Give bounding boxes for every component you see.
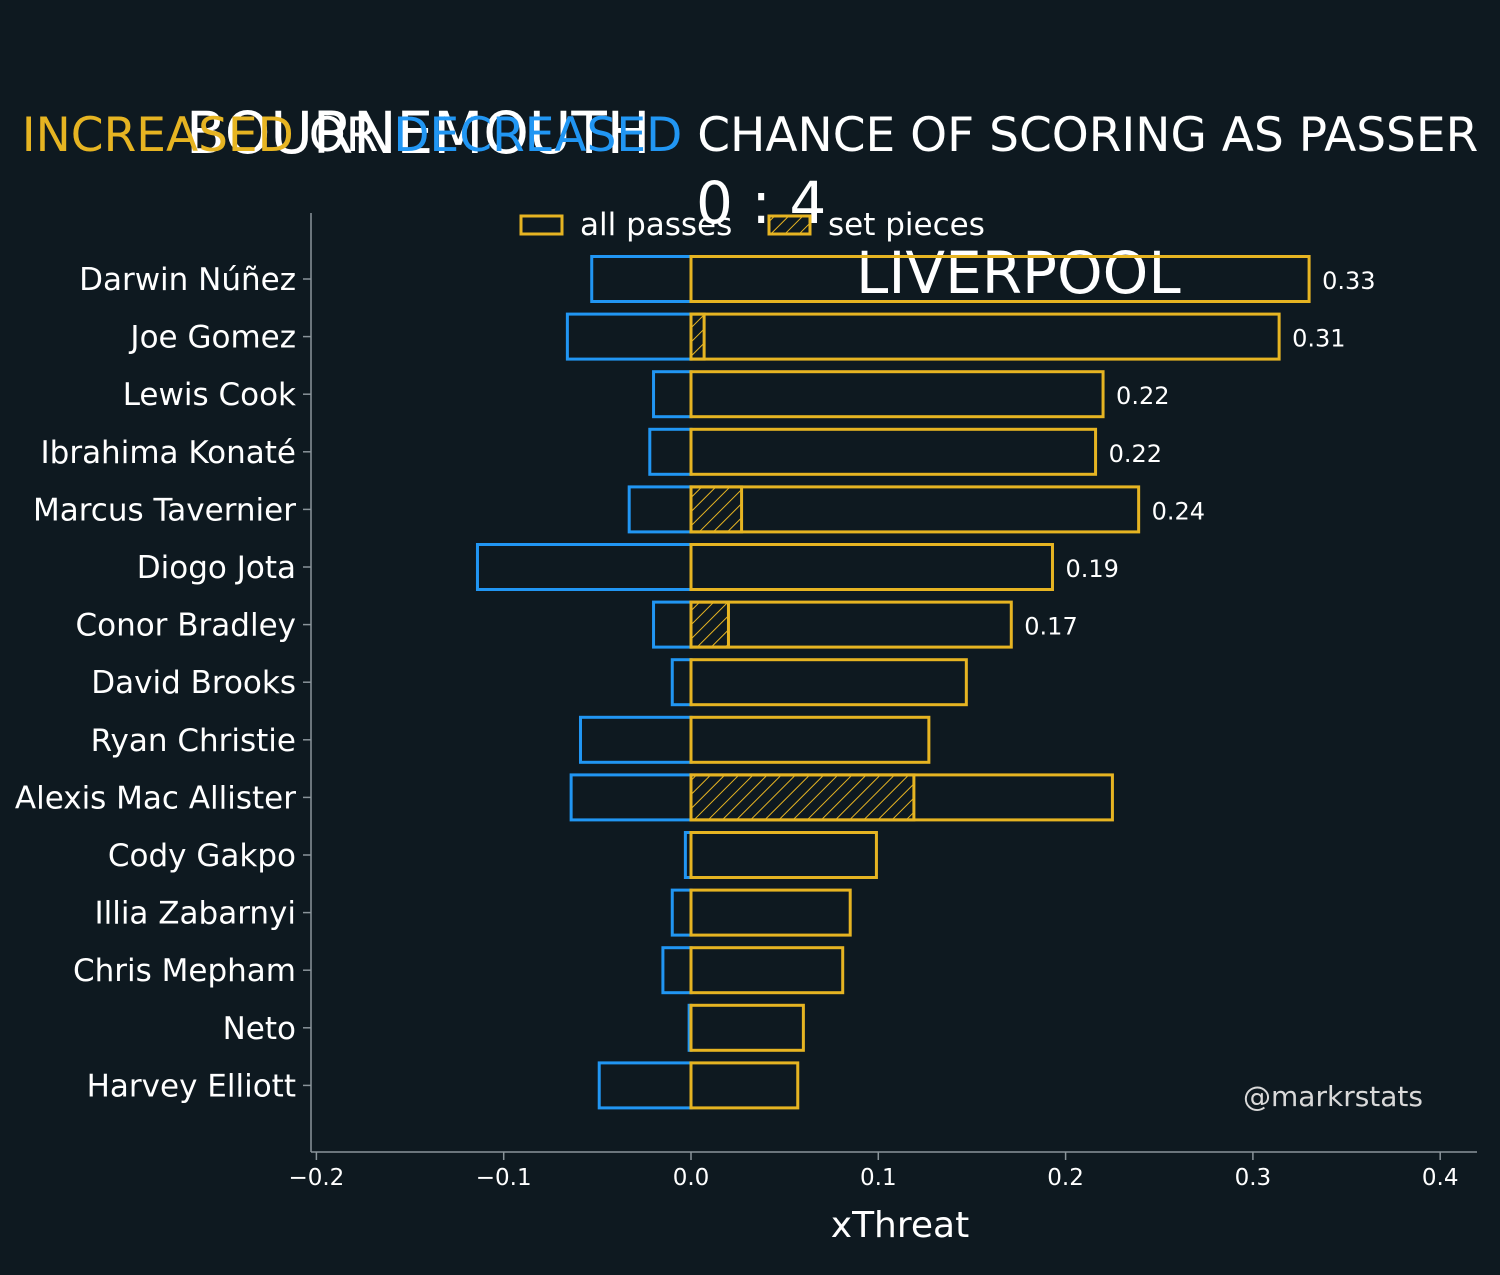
subtitle-decreased: DECREASED	[393, 108, 683, 163]
subtitle-or: OR	[293, 108, 394, 163]
legend-label-all-passes: all passes	[580, 207, 732, 243]
away-team: LIVERPOOL	[856, 239, 1181, 307]
increase-bar	[689, 427, 1098, 476]
increase-bar	[689, 255, 1311, 303]
legend-label-set-pieces: set pieces	[828, 207, 985, 243]
x-axis-title: xThreat	[831, 1205, 969, 1246]
player-label: Harvey Elliott	[87, 1068, 296, 1104]
set-piece-bar	[689, 312, 706, 361]
decrease-bar	[670, 658, 693, 707]
player-label: Neto	[223, 1011, 296, 1047]
decrease-bar	[652, 370, 693, 419]
player-label: Cody Gakpo	[108, 838, 296, 874]
value-label: 0.24	[1152, 497, 1205, 525]
player-label: Ryan Christie	[91, 723, 296, 759]
decrease-bar	[627, 485, 693, 534]
x-tick-label: 0.3	[1235, 1165, 1272, 1191]
subtitle-rest: CHANCE OF SCORING AS PASSER	[682, 108, 1479, 163]
legend-swatch-all-passes	[519, 214, 564, 236]
increase-bar	[689, 715, 931, 764]
player-label: Lewis Cook	[123, 377, 296, 413]
value-label: 0.33	[1322, 267, 1375, 295]
player-label: Diogo Jota	[137, 550, 296, 586]
decrease-bar	[661, 946, 693, 995]
chart-subtitle: INCREASED OR DECREASED CHANCE OF SCORING…	[0, 106, 1500, 166]
x-tick-label: 0.2	[1047, 1165, 1084, 1191]
x-tick-label: 0.4	[1422, 1165, 1459, 1191]
increase-bar	[689, 1003, 805, 1052]
set-piece-bar	[689, 773, 916, 822]
increase-bar	[689, 658, 968, 707]
value-label: 0.31	[1292, 325, 1345, 353]
home-team: BOURNEMOUTH	[186, 99, 651, 167]
increase-bar	[689, 831, 878, 879]
increase-bar	[689, 485, 1141, 534]
decrease-bar	[590, 255, 693, 303]
decrease-bar	[578, 715, 693, 764]
increase-bar	[689, 370, 1105, 419]
decrease-bar	[670, 888, 693, 937]
increase-bar	[689, 1061, 800, 1110]
x-tick-label: −0.2	[288, 1165, 344, 1191]
increase-bar	[689, 543, 1054, 591]
player-label: Darwin Núñez	[79, 262, 296, 298]
legend-swatch-set-pieces	[767, 214, 812, 236]
decrease-bar	[652, 600, 693, 649]
decrease-bar	[475, 543, 693, 591]
player-label: Conor Bradley	[75, 608, 296, 644]
value-label: 0.19	[1065, 555, 1118, 583]
increase-bar	[689, 888, 852, 937]
value-label: 0.22	[1116, 382, 1169, 410]
x-tick-label: 0.1	[860, 1165, 897, 1191]
player-label: Joe Gomez	[128, 320, 296, 356]
legend: all passes set pieces	[519, 207, 985, 243]
increase-bar	[689, 946, 845, 995]
decrease-bar	[565, 312, 693, 361]
set-piece-bar	[689, 485, 744, 534]
player-label: Marcus Tavernier	[33, 492, 296, 528]
increase-bar	[689, 600, 1013, 649]
increase-bar	[689, 312, 1281, 361]
decrease-bar	[569, 773, 693, 822]
player-label: Ibrahima Konaté	[41, 435, 297, 471]
bars: 0.33 0.31 0.22 0.22 0.24 0.19 0.17	[475, 255, 1376, 1110]
player-label: Illia Zabarnyi	[94, 896, 296, 932]
set-piece-bar	[689, 600, 730, 649]
player-label: Alexis Mac Allister	[15, 780, 296, 816]
decrease-bar	[597, 1061, 693, 1110]
match-title: BOURNEMOUTH 0 : 4 LIVERPOOL	[0, 28, 1500, 308]
credit-watermark: @markrstats	[1243, 1080, 1423, 1113]
increase-bar	[689, 773, 1114, 822]
decrease-bar	[648, 427, 693, 476]
player-label: David Brooks	[91, 665, 296, 701]
subtitle-increased: INCREASED	[21, 108, 294, 163]
x-tick-label: 0.0	[673, 1165, 710, 1191]
x-tick-label: −0.1	[476, 1165, 532, 1191]
value-label: 0.22	[1109, 440, 1162, 468]
player-label: Chris Mepham	[73, 953, 296, 989]
value-label: 0.17	[1024, 613, 1077, 641]
axes: −0.2 −0.1 0.0 0.1 0.2 0.3 0.4 Darwin Núñez Joe G…	[15, 213, 1477, 1191]
